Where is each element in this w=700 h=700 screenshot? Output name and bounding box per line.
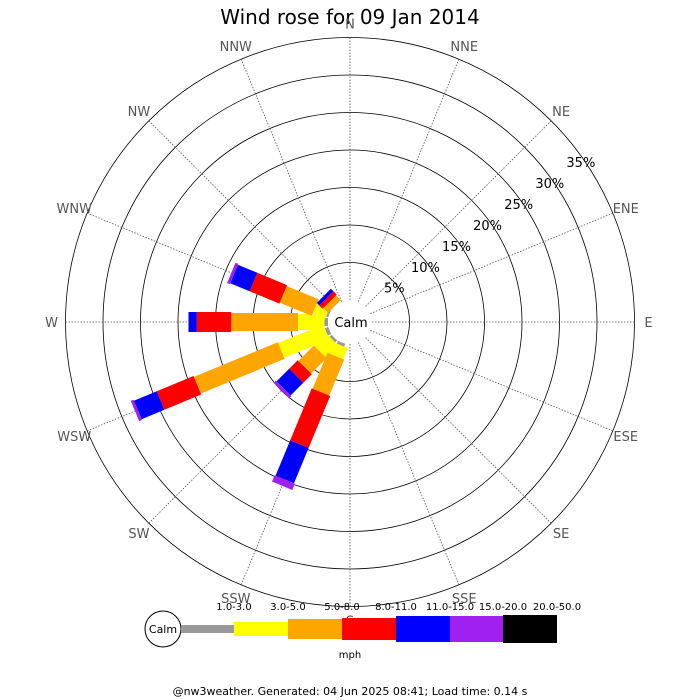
spoke-ese [370,330,613,432]
bar-nw-8.0-11.0 [319,291,337,309]
dir-label-nnw: NNW [220,40,252,55]
bar-sw-3.0-5.0 [314,334,338,358]
bar-wsw-15.0-20.0 [130,399,142,422]
dir-label-ene: ENE [613,202,639,217]
bar-wsw-3.0-5.0 [278,324,330,358]
bar-wsw-8.0-11.0 [156,376,202,410]
legend-swatch-20.0-50.0 [503,615,557,643]
legend-swatch-5.0-8.0 [288,619,342,639]
bar-wnw-5.0-8.0 [279,286,319,316]
bar-sw-15.0-20.0 [273,380,292,399]
legend-unit: mph [339,650,361,661]
bar-w-3.0-5.0 [298,314,325,330]
bar-nw-11.0-15.0 [316,288,334,306]
legend-label-3.0-5.0: 3.0-5.0 [270,602,305,613]
bar-ssw-3.0-5.0 [328,342,348,360]
wind-bars [130,262,348,490]
bar-ssw-5.0-8.0 [312,352,345,396]
dir-label-wsw: WSW [57,430,91,445]
chart-title: Wind rose for 09 Jan 2014 [220,5,479,29]
bar-ssw-8.0-11.0 [290,388,331,448]
spoke-se [365,337,552,524]
calm-circle [328,300,372,344]
bar-w-1.0-3.0 [324,318,328,326]
bar-sw-1.0-3.0 [329,334,338,343]
dir-label-se: SE [553,527,569,542]
legend-calm-label: Calm [149,623,177,636]
legend-label-1.0-3.0: 1.0-3.0 [216,602,251,613]
legend-label-11.0-15.0: 11.0-15.0 [426,602,474,613]
dir-label-ne: NE [552,105,570,120]
bar-sw-8.0-11.0 [289,360,312,383]
dir-label-wnw: WNW [57,202,93,217]
bar-w-11.0-15.0 [188,312,197,332]
legend-swatch-15.0-20.0 [450,616,503,642]
legend-items: 1.0-3.0 3.0-5.0 5.0-8.0 8.0-11.0 11.0-15.0 15… [181,602,581,643]
dir-label-ese: ESE [613,430,638,445]
legend-swatch-3.0-5.0 [234,622,288,636]
legend-label-15.0-20.0: 15.0-20.0 [479,602,527,613]
dir-label-w: W [45,316,58,331]
dir-label-ssw: SSW [221,592,251,607]
bar-wnw-15.0-20.0 [227,262,239,285]
dir-label-e: E [644,316,652,331]
dir-label-nw: NW [128,105,151,120]
bar-wnw-11.0-15.0 [230,264,258,292]
dir-label-sw: SW [128,527,149,542]
spoke-ne [365,120,552,307]
bar-w-8.0-11.0 [196,312,232,332]
bar-wnw-8.0-11.0 [249,272,288,304]
legend-label-5.0-8.0: 5.0-8.0 [324,602,359,613]
calm-label: Calm [334,316,367,331]
bar-ssw-11.0-15.0 [275,440,309,484]
calm-center: Calm [328,300,372,344]
bar-ssw-15.0-20.0 [272,475,295,490]
legend-swatch-11.0-15.0 [396,616,450,642]
ring-label-10: 10% [411,261,440,276]
ring-label-35: 35% [566,156,595,171]
dir-label-sse: SSE [452,592,477,607]
legend: Calm 1.0-3.0 3.0-5.0 5.0-8.0 8.0-11.0 11.0-1… [144,602,581,661]
dir-label-nne: NNE [450,40,478,55]
bar-w-5.0-8.0 [231,313,298,331]
polar-grid: NNNENEENEEESESESSESSSWSWWSWWWNWNWNNW [45,18,653,630]
dir-label-n: N [345,18,355,33]
spoke-sse [358,342,460,585]
bar-wsw-5.0-8.0 [193,342,285,394]
legend-label-20.0-50.0: 20.0-50.0 [533,602,581,613]
bar-nw-5.0-8.0 [323,295,341,313]
footer: @nw3weather. Generated: 04 Jun 2025 08:4… [173,685,528,698]
ring-label-15: 15% [442,240,471,255]
bar-wsw-11.0-15.0 [133,391,165,420]
legend-swatch-8.0-11.0 [342,618,396,640]
ring-label-30: 30% [535,177,564,192]
bar-wsw-1.0-3.0 [324,326,332,336]
ring-label-20: 20% [473,219,502,234]
bar-ssw-1.0-3.0 [336,340,346,347]
legend-label-8.0-11.0: 8.0-11.0 [375,602,417,613]
bar-sw-5.0-8.0 [298,345,327,374]
ring-label-5: 5% [384,282,405,297]
ring-labels: 5% 10%15%20%25%30%35% [384,156,595,297]
spoke-nnw [240,59,342,302]
bar-wnw-1.0-3.0 [326,309,332,318]
bar-sw-11.0-15.0 [276,368,304,396]
spoke-nne [358,59,460,302]
legend-swatch-1.0-3.0 [181,625,234,633]
ring-label-25: 25% [504,198,533,213]
